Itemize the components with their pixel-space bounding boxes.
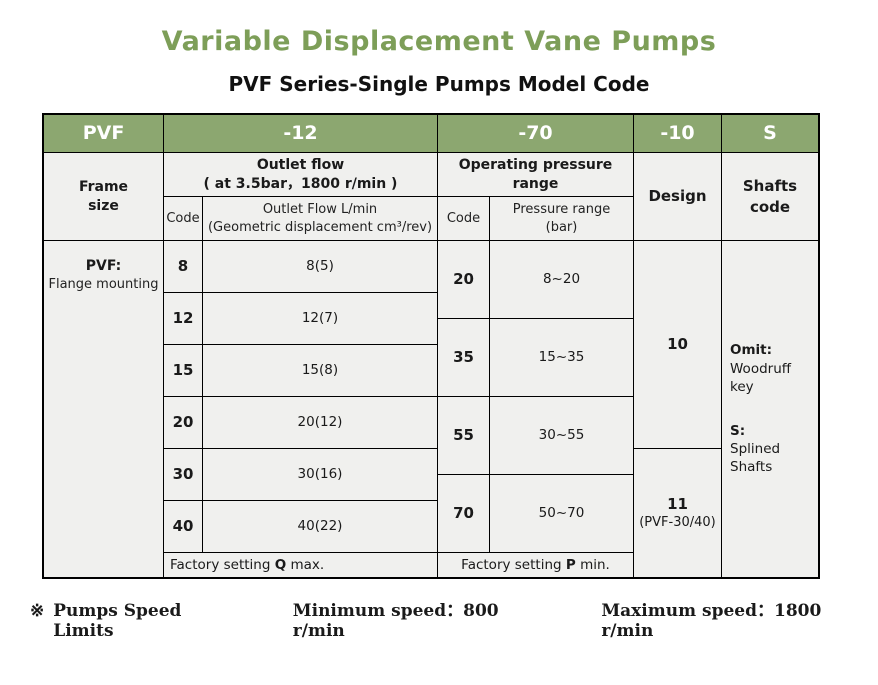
design-11-note: (PVF-30/40) [639, 515, 716, 531]
flow-value-label-line1: Outlet Flow L/min [262, 201, 378, 217]
pressure-code-20: 20 [438, 241, 489, 318]
design-11-cell: 11 (PVF-30/40) [634, 449, 721, 577]
pressure-value-55: 30~55 [490, 397, 633, 474]
frame-mounting-cell: PVF: Flange mounting [44, 241, 163, 577]
flow-value-12: 12(7) [203, 293, 437, 344]
speed-limits-label: Pumps Speed Limits [53, 601, 182, 641]
model-code-pressure: -70 [438, 115, 633, 152]
flow-code-40: 40 [164, 501, 202, 552]
model-code-shafts: S [722, 115, 818, 152]
outlet-flow-header-line2: ( at 3.5bar，1800 r/min ) [203, 175, 398, 192]
pressure-value-20: 8~20 [490, 241, 633, 318]
factory-setting-flow: Factory setting Q max. [164, 553, 437, 577]
model-code-table: PVF -12 -70 -10 S Frame size Outlet flow… [42, 113, 820, 579]
operating-pressure-header: Operating pressure range [438, 153, 633, 196]
pressure-value-35: 15~35 [490, 319, 633, 396]
pressure-value-70: 50~70 [490, 475, 633, 552]
flow-value-20: 20(12) [203, 397, 437, 448]
model-code-pvf: PVF [44, 115, 163, 152]
model-code-flow: -12 [164, 115, 437, 152]
pressure-code-35: 35 [438, 319, 489, 396]
flow-code-label: Code [164, 197, 202, 240]
factory-pressure-suffix: min. [575, 556, 610, 573]
pressure-value-label-line1: Pressure range [512, 201, 611, 217]
flow-code-20: 20 [164, 397, 202, 448]
shafts-s-key: S: [730, 423, 746, 439]
factory-flow-prefix: Factory setting [170, 556, 275, 573]
pressure-value-label-line2: (bar) [545, 219, 578, 235]
flow-value-label: Outlet Flow L/min (Geometric displacemen… [203, 197, 437, 240]
shafts-omit-desc: Woodruff key [730, 360, 792, 395]
shafts-code-header: Shafts code [722, 153, 818, 240]
pressure-code-label: Code [438, 197, 489, 240]
flow-value-30: 30(16) [203, 449, 437, 500]
outlet-flow-header: Outlet flow ( at 3.5bar，1800 r/min ) [164, 153, 437, 196]
model-code-design: -10 [634, 115, 721, 152]
flow-code-30: 30 [164, 449, 202, 500]
pressure-code-70: 70 [438, 475, 489, 552]
factory-pressure-prefix: Factory setting [461, 556, 566, 573]
reference-mark-icon: ※ [30, 601, 45, 621]
frame-mounting-text: Flange mounting [48, 276, 159, 292]
pressure-value-label: Pressure range (bar) [490, 197, 633, 240]
outlet-flow-header-line1: Outlet flow [256, 156, 345, 173]
page-subtitle: PVF Series-Single Pumps Model Code [228, 72, 650, 96]
shafts-omit-key: Omit: [730, 342, 773, 359]
flow-value-label-line2: (Geometric displacement cm³/rev) [207, 219, 433, 235]
shafts-code-cell: Omit: Woodruff key S: Splined Shafts [722, 241, 818, 577]
minimum-speed: Minimum speed：800 r/min [292, 601, 499, 641]
pressure-code-55: 55 [438, 397, 489, 474]
shafts-s-desc: Splined Shafts [730, 441, 781, 476]
factory-pressure-bold: P [565, 556, 576, 573]
design-header: Design [634, 153, 721, 240]
flow-value-40: 40(22) [203, 501, 437, 552]
factory-flow-suffix: max. [286, 556, 325, 573]
design-11-code: 11 [667, 495, 688, 514]
factory-flow-bold: Q [274, 556, 287, 573]
flow-value-8: 8(5) [203, 241, 437, 292]
design-10-code: 10 [667, 335, 688, 354]
frame-mounting-title: PVF: [85, 258, 122, 274]
page-title: Variable Displacement Vane Pumps [161, 26, 717, 57]
flow-value-15: 15(8) [203, 345, 437, 396]
factory-setting-pressure: Factory setting P min. [438, 553, 633, 577]
flow-code-12: 12 [164, 293, 202, 344]
flow-code-8: 8 [164, 241, 202, 292]
flow-code-15: 15 [164, 345, 202, 396]
design-10-cell: 10 [634, 241, 721, 448]
frame-size-header: Frame size [44, 153, 163, 240]
speed-limits-note: ※ Pumps Speed Limits Minimum speed：800 r… [30, 596, 878, 641]
maximum-speed: Maximum speed：1800 r/min [601, 601, 822, 641]
